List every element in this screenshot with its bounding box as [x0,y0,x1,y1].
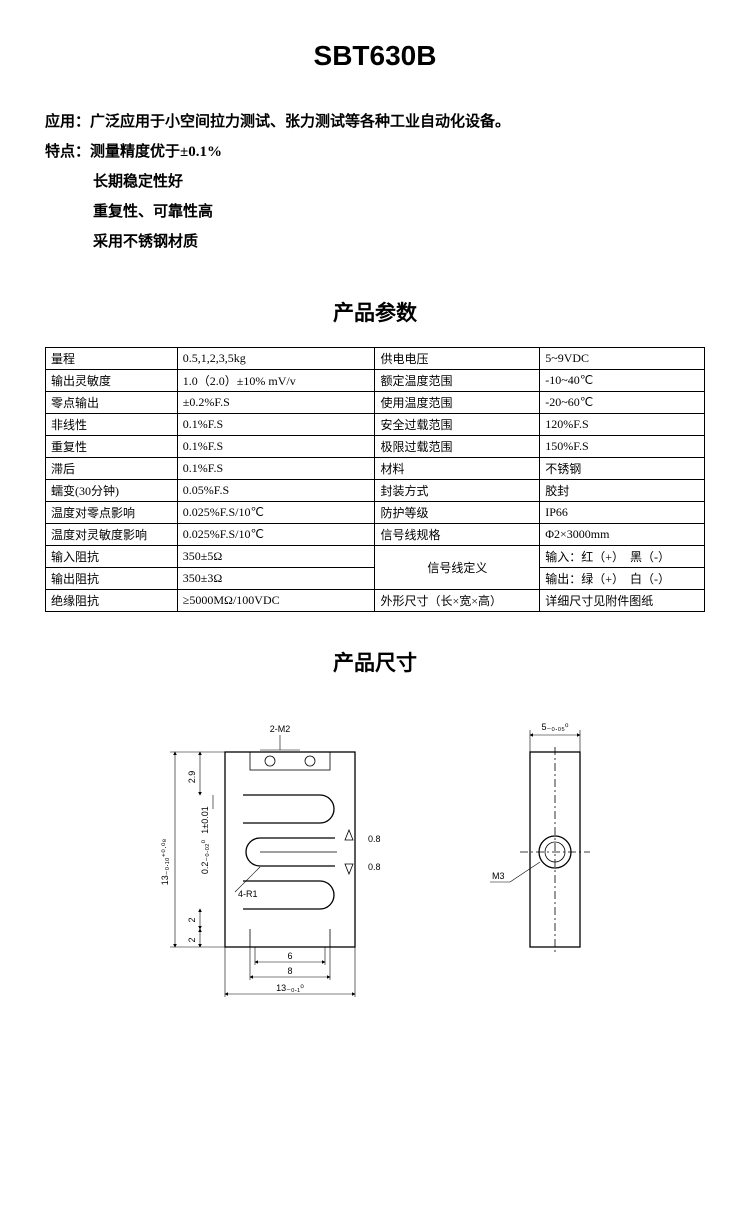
dim-label: 1±0.01 [200,806,210,833]
front-view-drawing: 2-M2 13₋₀.₁₀⁺⁰·⁰⁸ 2.9 1±0.01 0.2₋₀.₀₂⁰ 2… [120,702,420,1017]
param-label: 输出灵敏度 [46,370,178,392]
param-value: 0.5,1,2,3,5kg [177,348,375,370]
params-table: 量程 0.5,1,2,3,5kg 供电电压 5~9VDC 输出灵敏度 1.0（2… [45,347,705,612]
param-value: 0.1%F.S [177,414,375,436]
param-value: 0.025%F.S/10℃ [177,524,375,546]
param-value: 1.0（2.0）±10% mV/v [177,370,375,392]
param-label: 零点输出 [46,392,178,414]
table-row: 绝缘阻抗 ≥5000MΩ/100VDC 外形尺寸（长×宽×高） 详细尺寸见附件图… [46,590,705,612]
param-label: 材料 [375,458,540,480]
table-row: 重复性 0.1%F.S 极限过载范围 150%F.S [46,436,705,458]
param-value: 5~9VDC [540,348,705,370]
dim-label: 0.8 [368,862,381,872]
params-section-title: 产品参数 [45,297,705,327]
param-value: -10~40℃ [540,370,705,392]
param-label: 滞后 [46,458,178,480]
dim-label: 2.9 [187,771,197,784]
param-label: 使用温度范围 [375,392,540,414]
param-value: 详细尺寸见附件图纸 [540,590,705,612]
param-label: 信号线规格 [375,524,540,546]
param-label: 非线性 [46,414,178,436]
side-view-drawing: 5₋₀.₀₅⁰ M3 [470,702,630,1017]
param-label: 防护等级 [375,502,540,524]
dim-label: 6 [287,951,292,961]
param-label: 重复性 [46,436,178,458]
table-row: 量程 0.5,1,2,3,5kg 供电电压 5~9VDC [46,348,705,370]
param-value: 0.05%F.S [177,480,375,502]
param-value: 350±3Ω [177,568,375,590]
dim-label: 13₋₀.₁₀⁺⁰·⁰⁸ [160,839,170,886]
intro-block: 应用：广泛应用于小空间拉力测试、张力测试等各种工业自动化设备。 特点：测量精度优… [45,107,705,257]
table-row: 滞后 0.1%F.S 材料 不锈钢 [46,458,705,480]
param-value: 输入：红（+） 黑（-） [540,546,705,568]
param-label: 极限过载范围 [375,436,540,458]
param-value: IP66 [540,502,705,524]
param-value: 输出：绿（+） 白（-） [540,568,705,590]
intro-application: 应用：广泛应用于小空间拉力测试、张力测试等各种工业自动化设备。 [45,107,705,137]
param-label: 信号线定义 [375,546,540,590]
dim-label: 5₋₀.₀₅⁰ [542,722,569,732]
param-value: 胶封 [540,480,705,502]
param-value: 120%F.S [540,414,705,436]
param-label: 外形尺寸（长×宽×高） [375,590,540,612]
dimensions-section-title: 产品尺寸 [45,647,705,677]
table-row: 输入阻抗 350±5Ω 信号线定义 输入：红（+） 黑（-） [46,546,705,568]
dim-label: 2 [187,937,197,942]
dim-label: 2-M2 [270,724,291,734]
dim-label: 2 [187,917,197,922]
param-label: 供电电压 [375,348,540,370]
param-value: 0.025%F.S/10℃ [177,502,375,524]
param-value: -20~60℃ [540,392,705,414]
param-label: 输入阻抗 [46,546,178,568]
param-label: 安全过载范围 [375,414,540,436]
intro-features: 特点：测量精度优于±0.1% [45,137,705,167]
param-label: 温度对零点影响 [46,502,178,524]
param-label: 绝缘阻抗 [46,590,178,612]
intro-feature-reliability: 重复性、可靠性高 [45,197,705,227]
param-value: 0.1%F.S [177,458,375,480]
dim-label: M3 [492,871,505,881]
table-row: 零点输出 ±0.2%F.S 使用温度范围 -20~60℃ [46,392,705,414]
table-row: 输出灵敏度 1.0（2.0）±10% mV/v 额定温度范围 -10~40℃ [46,370,705,392]
param-label: 蠕变(30分钟) [46,480,178,502]
param-value: Φ2×3000mm [540,524,705,546]
param-value: ±0.2%F.S [177,392,375,414]
intro-feature-material: 采用不锈钢材质 [45,227,705,257]
param-label: 量程 [46,348,178,370]
param-value: 不锈钢 [540,458,705,480]
drawings-container: 2-M2 13₋₀.₁₀⁺⁰·⁰⁸ 2.9 1±0.01 0.2₋₀.₀₂⁰ 2… [45,702,705,1017]
dim-label: 0.2₋₀.₀₂⁰ [200,839,210,874]
param-label: 封装方式 [375,480,540,502]
table-row: 非线性 0.1%F.S 安全过载范围 120%F.S [46,414,705,436]
param-label: 温度对灵敏度影响 [46,524,178,546]
param-value: 350±5Ω [177,546,375,568]
dim-label: 0.8 [368,834,381,844]
table-row: 温度对零点影响 0.025%F.S/10℃ 防护等级 IP66 [46,502,705,524]
dim-label: 13₋₀.₁⁰ [276,983,304,993]
intro-feature-stability: 长期稳定性好 [45,167,705,197]
param-value: 0.1%F.S [177,436,375,458]
param-label: 额定温度范围 [375,370,540,392]
product-title: SBT630B [45,40,705,72]
dimensions-section: 产品尺寸 [45,647,705,1017]
table-row: 温度对灵敏度影响 0.025%F.S/10℃ 信号线规格 Φ2×3000mm [46,524,705,546]
param-value: 150%F.S [540,436,705,458]
param-label: 输出阻抗 [46,568,178,590]
dim-label: 8 [287,966,292,976]
table-row: 蠕变(30分钟) 0.05%F.S 封装方式 胶封 [46,480,705,502]
dim-label: 4-R1 [238,889,258,899]
param-value: ≥5000MΩ/100VDC [177,590,375,612]
